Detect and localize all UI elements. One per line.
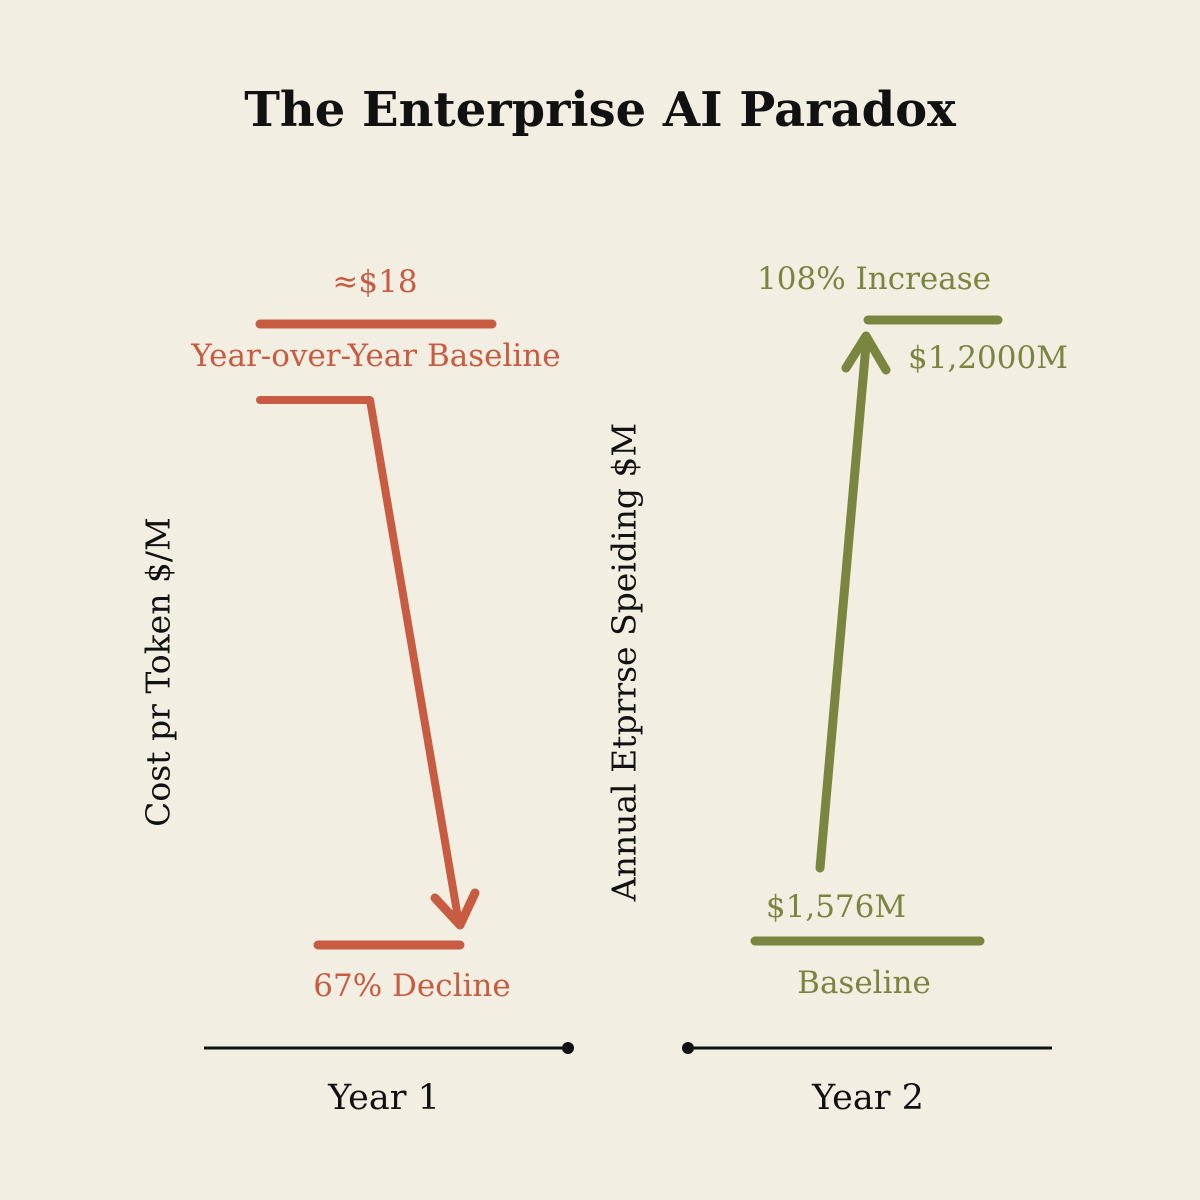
cost-decline-arrow-shaft <box>256 396 462 922</box>
year2-axis-dot <box>682 1042 694 1054</box>
diagram-title: The Enterprise AI Paradox <box>244 82 956 138</box>
cost-top-caption: Year-over-Year Baseline <box>191 338 561 374</box>
spending-increase-arrowhead <box>841 331 891 375</box>
year2-label: Year 2 <box>812 1078 924 1118</box>
year1-label: Year 1 <box>328 1078 440 1118</box>
year1-timeline <box>204 1042 574 1054</box>
spending-top-caption: 108% Increase <box>757 261 991 297</box>
spending-bottom-value: $1,576M <box>765 889 907 925</box>
spending-increase-arrow-shaft <box>815 340 871 873</box>
spending-increase-group <box>750 315 1003 946</box>
spending-top-value: $1,2000M <box>908 340 1068 376</box>
spending-axis-label: Annual Etprrse Speiding $M <box>604 422 644 902</box>
cost-top-value: ≈$18 <box>332 264 418 300</box>
cost-bottom-caption: 67% Decline <box>313 968 511 1004</box>
year1-axis-dot <box>562 1042 574 1054</box>
cost-decline-arrowhead <box>430 888 480 930</box>
year2-timeline <box>682 1042 1052 1054</box>
cost-axis-label: Cost pr Token $/M <box>138 517 178 827</box>
cost-decline-group <box>255 319 497 950</box>
spending-bottom-caption: Baseline <box>797 965 931 1001</box>
